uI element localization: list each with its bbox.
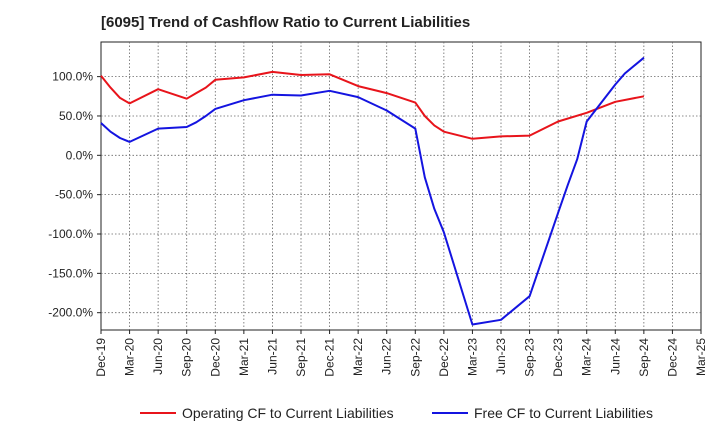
x-tick-label-0: Dec-19 xyxy=(94,338,108,377)
legend-label-operating: Operating CF to Current Liabilities xyxy=(182,405,394,421)
x-tick-label-3: Sep-20 xyxy=(180,338,194,377)
x-tick-label-18: Jun-24 xyxy=(608,338,622,375)
y-tick-label-0: 100.0% xyxy=(52,70,93,84)
y-tick-label-2: 0.0% xyxy=(66,148,94,162)
x-tick-label-14: Jun-23 xyxy=(494,338,508,375)
x-tick-label-21: Mar-25 xyxy=(694,338,708,376)
x-tick-label-4: Dec-20 xyxy=(208,338,222,377)
x-tick-label-17: Mar-24 xyxy=(580,338,594,376)
x-tick-label-5: Mar-21 xyxy=(237,338,251,376)
legend-label-free: Free CF to Current Liabilities xyxy=(474,405,653,421)
legend-swatch-operating xyxy=(140,412,176,414)
series-line-operating-cf xyxy=(100,70,645,140)
y-tick-label-3: -50.0% xyxy=(55,188,93,202)
grid-lines xyxy=(101,42,701,330)
x-tick-label-19: Sep-24 xyxy=(637,338,651,377)
x-tick-label-20: Dec-24 xyxy=(665,338,679,377)
legend-swatch-free xyxy=(432,412,468,414)
x-tick-label-6: Jun-21 xyxy=(265,338,279,375)
series-lines xyxy=(100,56,645,326)
series-line-free-cf xyxy=(100,56,645,326)
x-tick-label-11: Sep-22 xyxy=(408,338,422,377)
legend-item-free: Free CF to Current Liabilities xyxy=(432,405,653,421)
x-tick-label-1: Mar-20 xyxy=(123,338,137,376)
x-tick-label-8: Dec-21 xyxy=(323,338,337,377)
x-tick-label-12: Dec-22 xyxy=(437,338,451,377)
x-tick-label-15: Sep-23 xyxy=(523,338,537,377)
y-tick-label-5: -150.0% xyxy=(48,266,93,280)
legend: Operating CF to Current Liabilities Free… xyxy=(0,405,720,425)
x-tick-label-2: Jun-20 xyxy=(151,338,165,375)
x-tick-label-7: Sep-21 xyxy=(294,338,308,377)
y-tick-label-6: -200.0% xyxy=(48,306,93,320)
x-tick-label-10: Jun-22 xyxy=(380,338,394,375)
y-tick-label-1: 50.0% xyxy=(59,109,93,123)
y-tick-label-4: -100.0% xyxy=(48,227,93,241)
plot-area xyxy=(100,41,702,331)
legend-item-operating: Operating CF to Current Liabilities xyxy=(140,405,394,421)
chart-title: [6095] Trend of Cashflow Ratio to Curren… xyxy=(101,14,471,31)
x-tick-label-9: Mar-22 xyxy=(351,338,365,376)
x-tick-label-13: Mar-23 xyxy=(465,338,479,376)
x-tick-label-16: Dec-23 xyxy=(551,338,565,377)
axis-ticks: 100.0% 50.0% 0.0% -50.0% -100.0% -150.0% -200.… xyxy=(48,70,708,377)
